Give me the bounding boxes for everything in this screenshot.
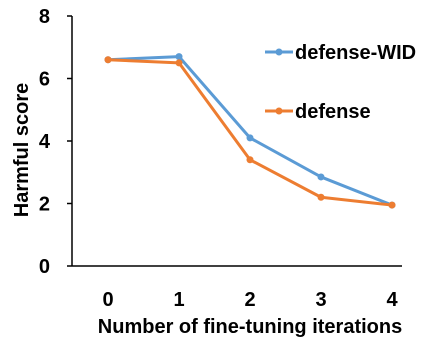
axes — [67, 15, 402, 267]
legend-label: defense — [295, 101, 371, 123]
series-defense — [104, 56, 396, 209]
data-point — [317, 173, 325, 181]
legend-item: defense — [265, 101, 371, 123]
x-tick-label: 1 — [173, 289, 184, 311]
series-lines — [104, 53, 396, 209]
data-point — [175, 53, 183, 61]
x-tick-label: 2 — [244, 289, 255, 311]
legend-item: defense-WID — [265, 42, 416, 64]
y-tick-label: 2 — [39, 194, 50, 216]
x-tick-label: 0 — [102, 289, 113, 311]
x-tick-label: 3 — [315, 289, 326, 311]
data-point — [246, 134, 254, 142]
series-line — [106, 55, 394, 207]
data-point — [175, 59, 183, 67]
data-point — [104, 56, 112, 64]
legend-swatch-marker — [275, 48, 283, 56]
data-point — [317, 193, 325, 201]
data-point — [388, 201, 396, 209]
series-defense-wid — [104, 53, 396, 209]
y-tick-label: 0 — [39, 256, 50, 278]
series-line — [106, 58, 394, 207]
y-tick-label: 6 — [39, 69, 50, 91]
y-tick-label: 8 — [39, 6, 50, 28]
x-axis-title: Number of fine-tuning iterations — [98, 316, 402, 338]
x-tick-label: 4 — [386, 289, 398, 311]
legend: defense-WID defense — [265, 42, 416, 123]
legend-swatch-marker — [275, 107, 283, 115]
tick-labels: 0 2 4 6 8 0 1 2 3 4 — [39, 6, 399, 311]
y-tick-label: 4 — [39, 131, 51, 153]
data-point — [246, 156, 254, 164]
y-axis-title: Harmful score — [11, 83, 33, 218]
legend-label: defense-WID — [295, 42, 416, 64]
